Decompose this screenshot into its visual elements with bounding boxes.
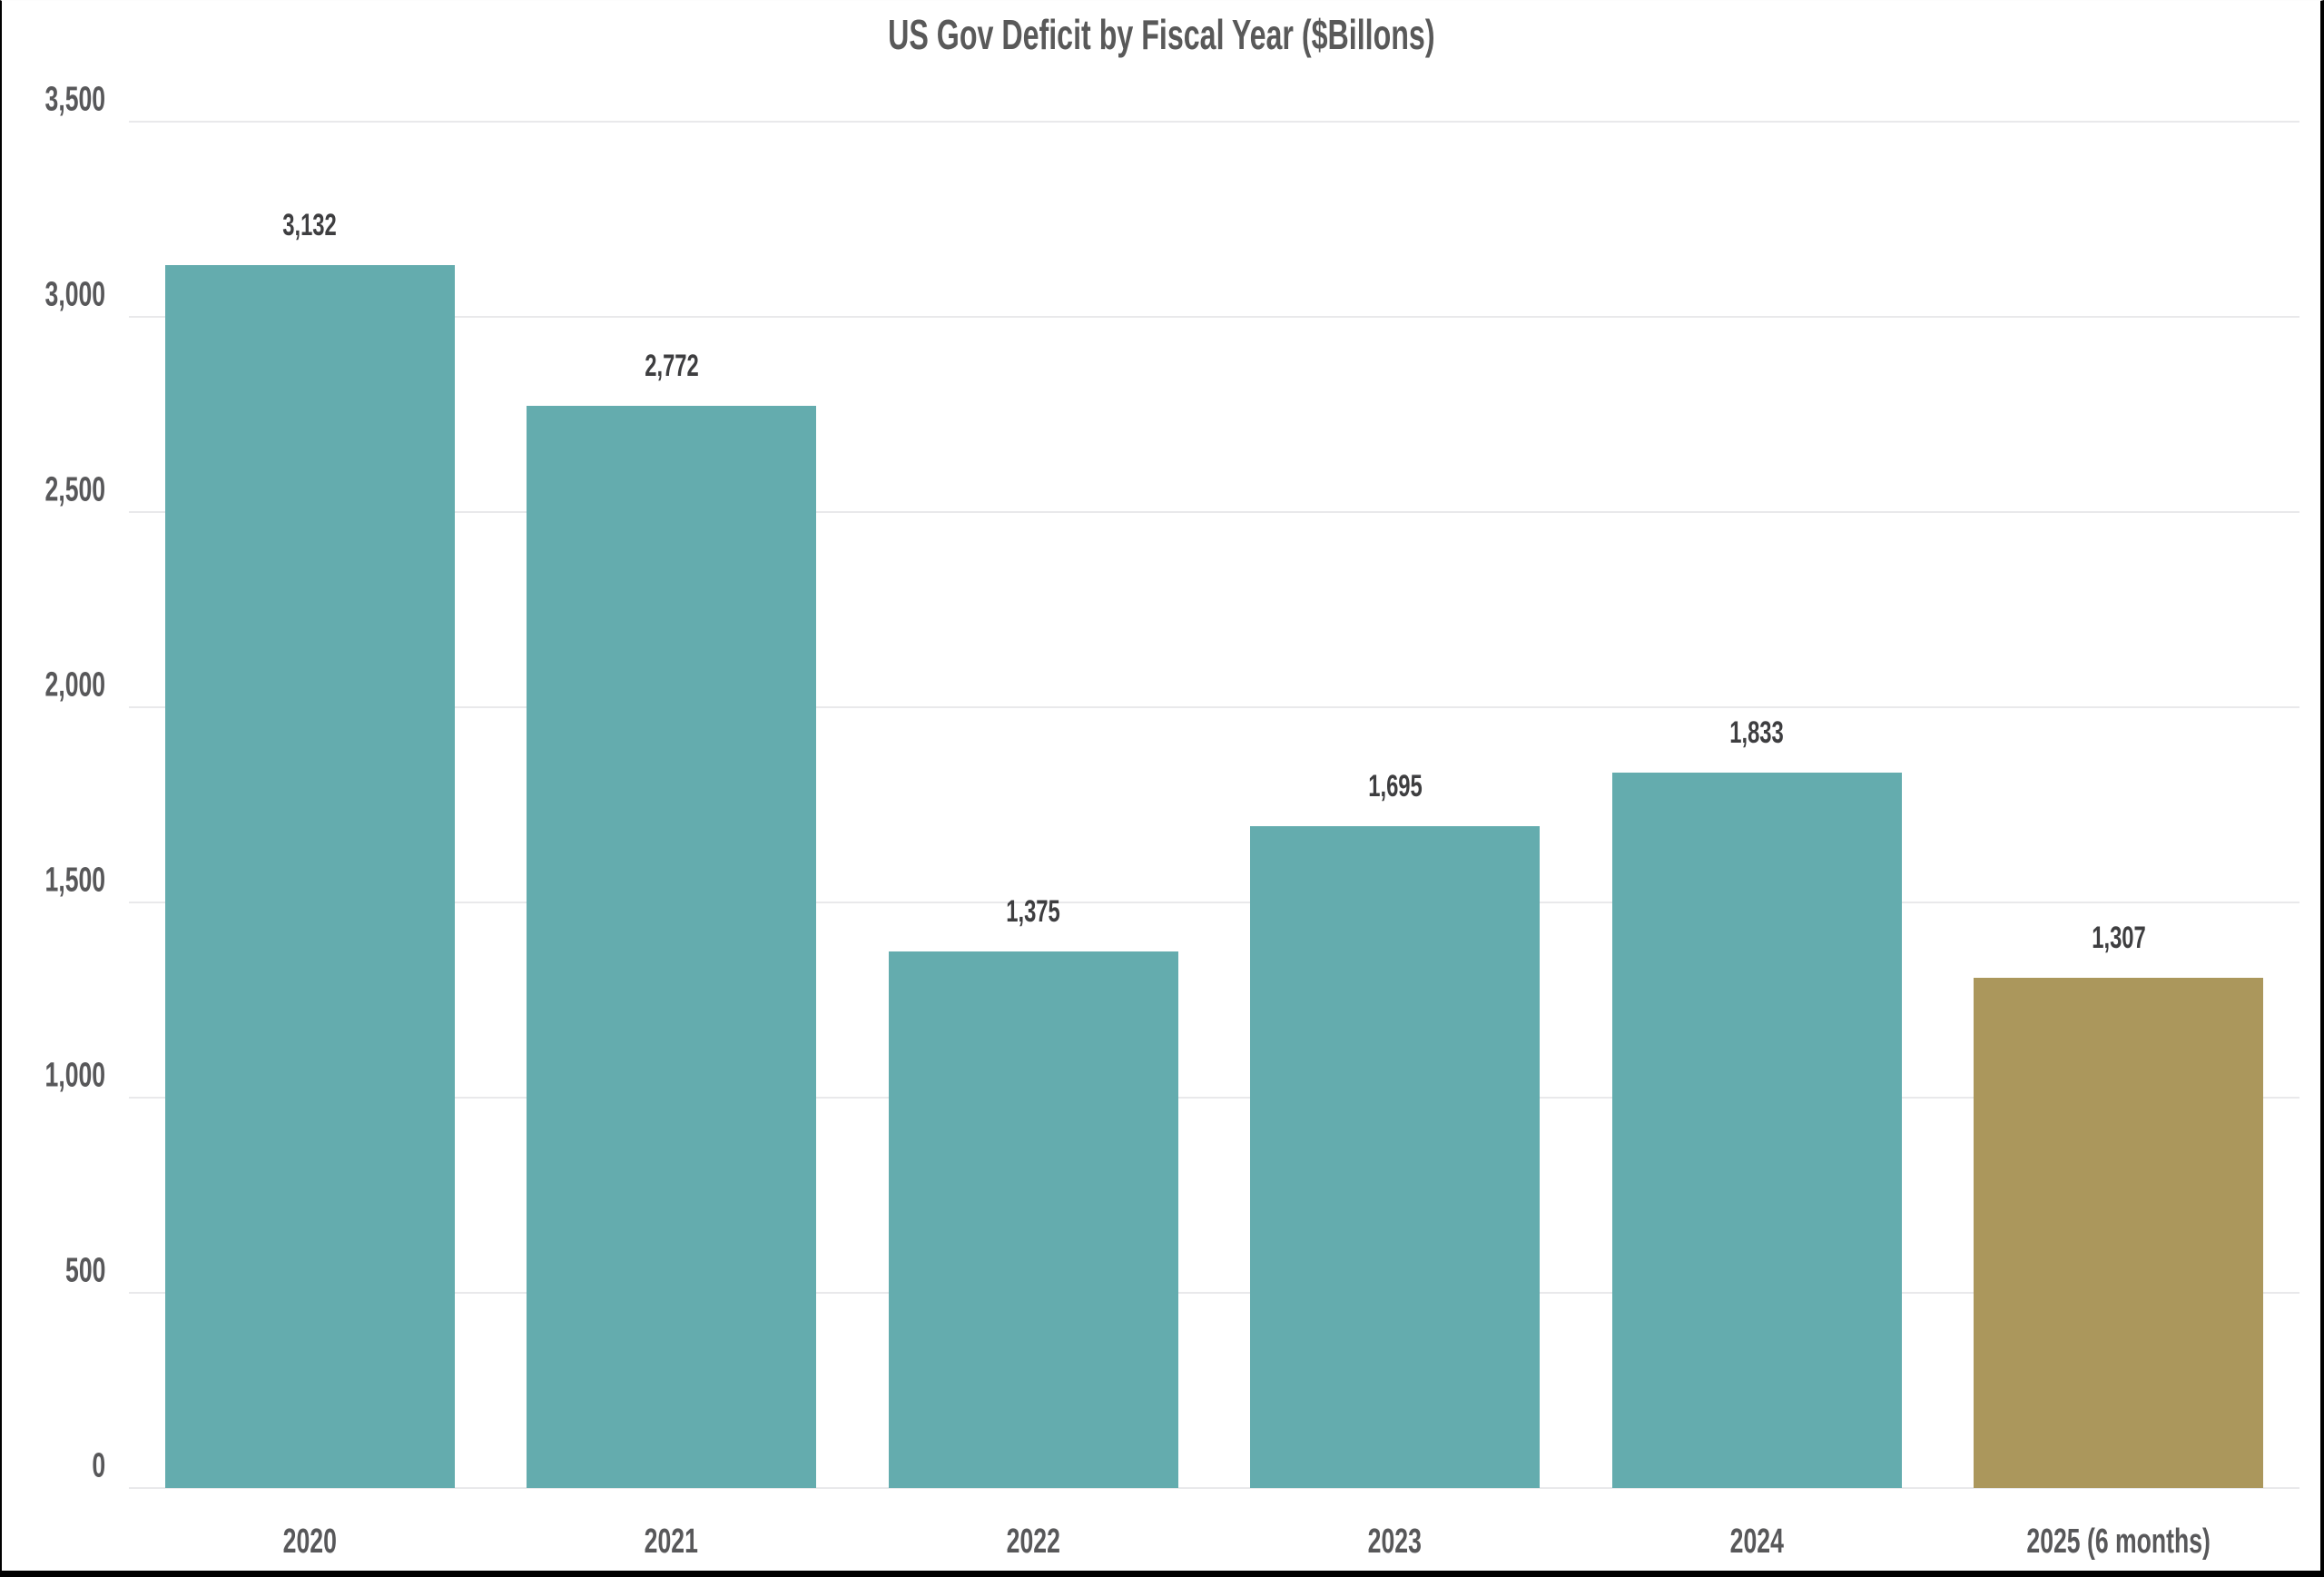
bar-2020: 3,132 (164, 208, 455, 1488)
bar-value-label: 1,307 (2080, 921, 2157, 956)
x-axis-label: 2023 (1215, 1523, 1577, 1562)
gridline-2000 (129, 706, 2299, 709)
bar-slot-2023: 1,695 2023 (1215, 122, 1577, 1561)
bar-slot-2022: 1,375 2022 (852, 122, 1215, 1561)
bar-2024: 1,833 (1611, 715, 1902, 1488)
bar-value-text: 1,833 (1729, 715, 1785, 750)
x-axis-label-text: 2021 (645, 1523, 699, 1561)
chart-title-text: US Gov Deficit by Fiscal Year ($Billons) (887, 11, 1435, 58)
chart-title: US Gov Deficit by Fiscal Year ($Billons) (2, 10, 2320, 59)
bar-2023: 1,695 (1250, 769, 1541, 1488)
x-axis-label-text: 2024 (1729, 1523, 1784, 1561)
y-tick-label-text: 500 (64, 1251, 105, 1290)
y-tick-label-text: 1,000 (44, 1056, 105, 1095)
gridline-3000 (129, 316, 2299, 318)
bar-slot-2021: 2,772 2021 (491, 122, 853, 1561)
y-tick-label-text: 3,500 (44, 80, 105, 119)
bar-value-text: 1,695 (1367, 769, 1423, 804)
bar-value-text: 1,307 (2091, 921, 2146, 955)
bar-2025 (6 months): 1,307 (1974, 921, 2264, 1488)
bar-slot-2024: 1,833 2024 (1576, 122, 1938, 1561)
gridline-0 (129, 1487, 2299, 1489)
y-tick-label-text: 2,500 (44, 470, 105, 509)
y-tick-label: 0 (86, 1447, 105, 1486)
gridline-3500 (129, 121, 2299, 123)
bar-value-text: 3,132 (282, 208, 338, 243)
y-tick-label-text: 0 (92, 1446, 105, 1485)
bar-value-label: 2,772 (633, 349, 710, 384)
x-axis-label-text: 2022 (1006, 1523, 1060, 1561)
y-tick-label: 2,500 (19, 471, 105, 510)
x-axis-label: 2022 (852, 1523, 1215, 1562)
gridline-2500 (129, 511, 2299, 513)
y-tick-label: 2,000 (19, 666, 105, 705)
y-tick-label-text: 3,000 (44, 275, 105, 314)
y-tick-label: 1,500 (19, 862, 105, 901)
y-tick-label: 1,000 (19, 1057, 105, 1096)
x-axis-label: 2024 (1576, 1523, 1938, 1562)
bar-2022: 1,375 (888, 894, 1178, 1488)
bar-2021: 2,772 (527, 349, 817, 1488)
gridline-1500 (129, 902, 2299, 903)
y-tick-label: 3,000 (19, 276, 105, 315)
bar-slot-2025 (6 months): 1,307 2025 (6 months) (1938, 122, 2300, 1561)
x-axis-label-text: 2023 (1368, 1523, 1423, 1561)
bar-value-text: 2,772 (644, 349, 699, 384)
bar-value-label: 3,132 (271, 208, 349, 243)
bar-value-text: 1,375 (1006, 893, 1061, 929)
y-tick-label-text: 2,000 (44, 665, 105, 705)
bar-value-label: 1,833 (1718, 715, 1796, 751)
x-axis-label: 2021 (491, 1523, 853, 1562)
gridline-1000 (129, 1097, 2299, 1099)
bar-series: 3,132 2020 2,772 2021 1,375 2022 1,695 2023 1,83… (129, 122, 2300, 1561)
x-axis-label-text: 2025 (6 months) (2026, 1523, 2211, 1561)
bar-slot-2020: 3,132 2020 (129, 122, 491, 1561)
gridline-500 (129, 1292, 2299, 1295)
y-tick-label-text: 1,500 (44, 861, 105, 900)
plot-area: 0 500 1,000 1,500 2,000 2,500 3,000 3,500 3,132… (44, 81, 2300, 1561)
bar-value-label: 1,695 (1356, 769, 1433, 804)
y-tick-label: 500 (48, 1252, 105, 1291)
x-axis-label-text: 2020 (282, 1523, 337, 1561)
x-axis-label: 2020 (129, 1523, 491, 1562)
y-tick-label: 3,500 (19, 81, 105, 120)
bar-value-label: 1,375 (995, 894, 1072, 930)
x-axis-label: 2025 (6 months) (1938, 1523, 2300, 1562)
